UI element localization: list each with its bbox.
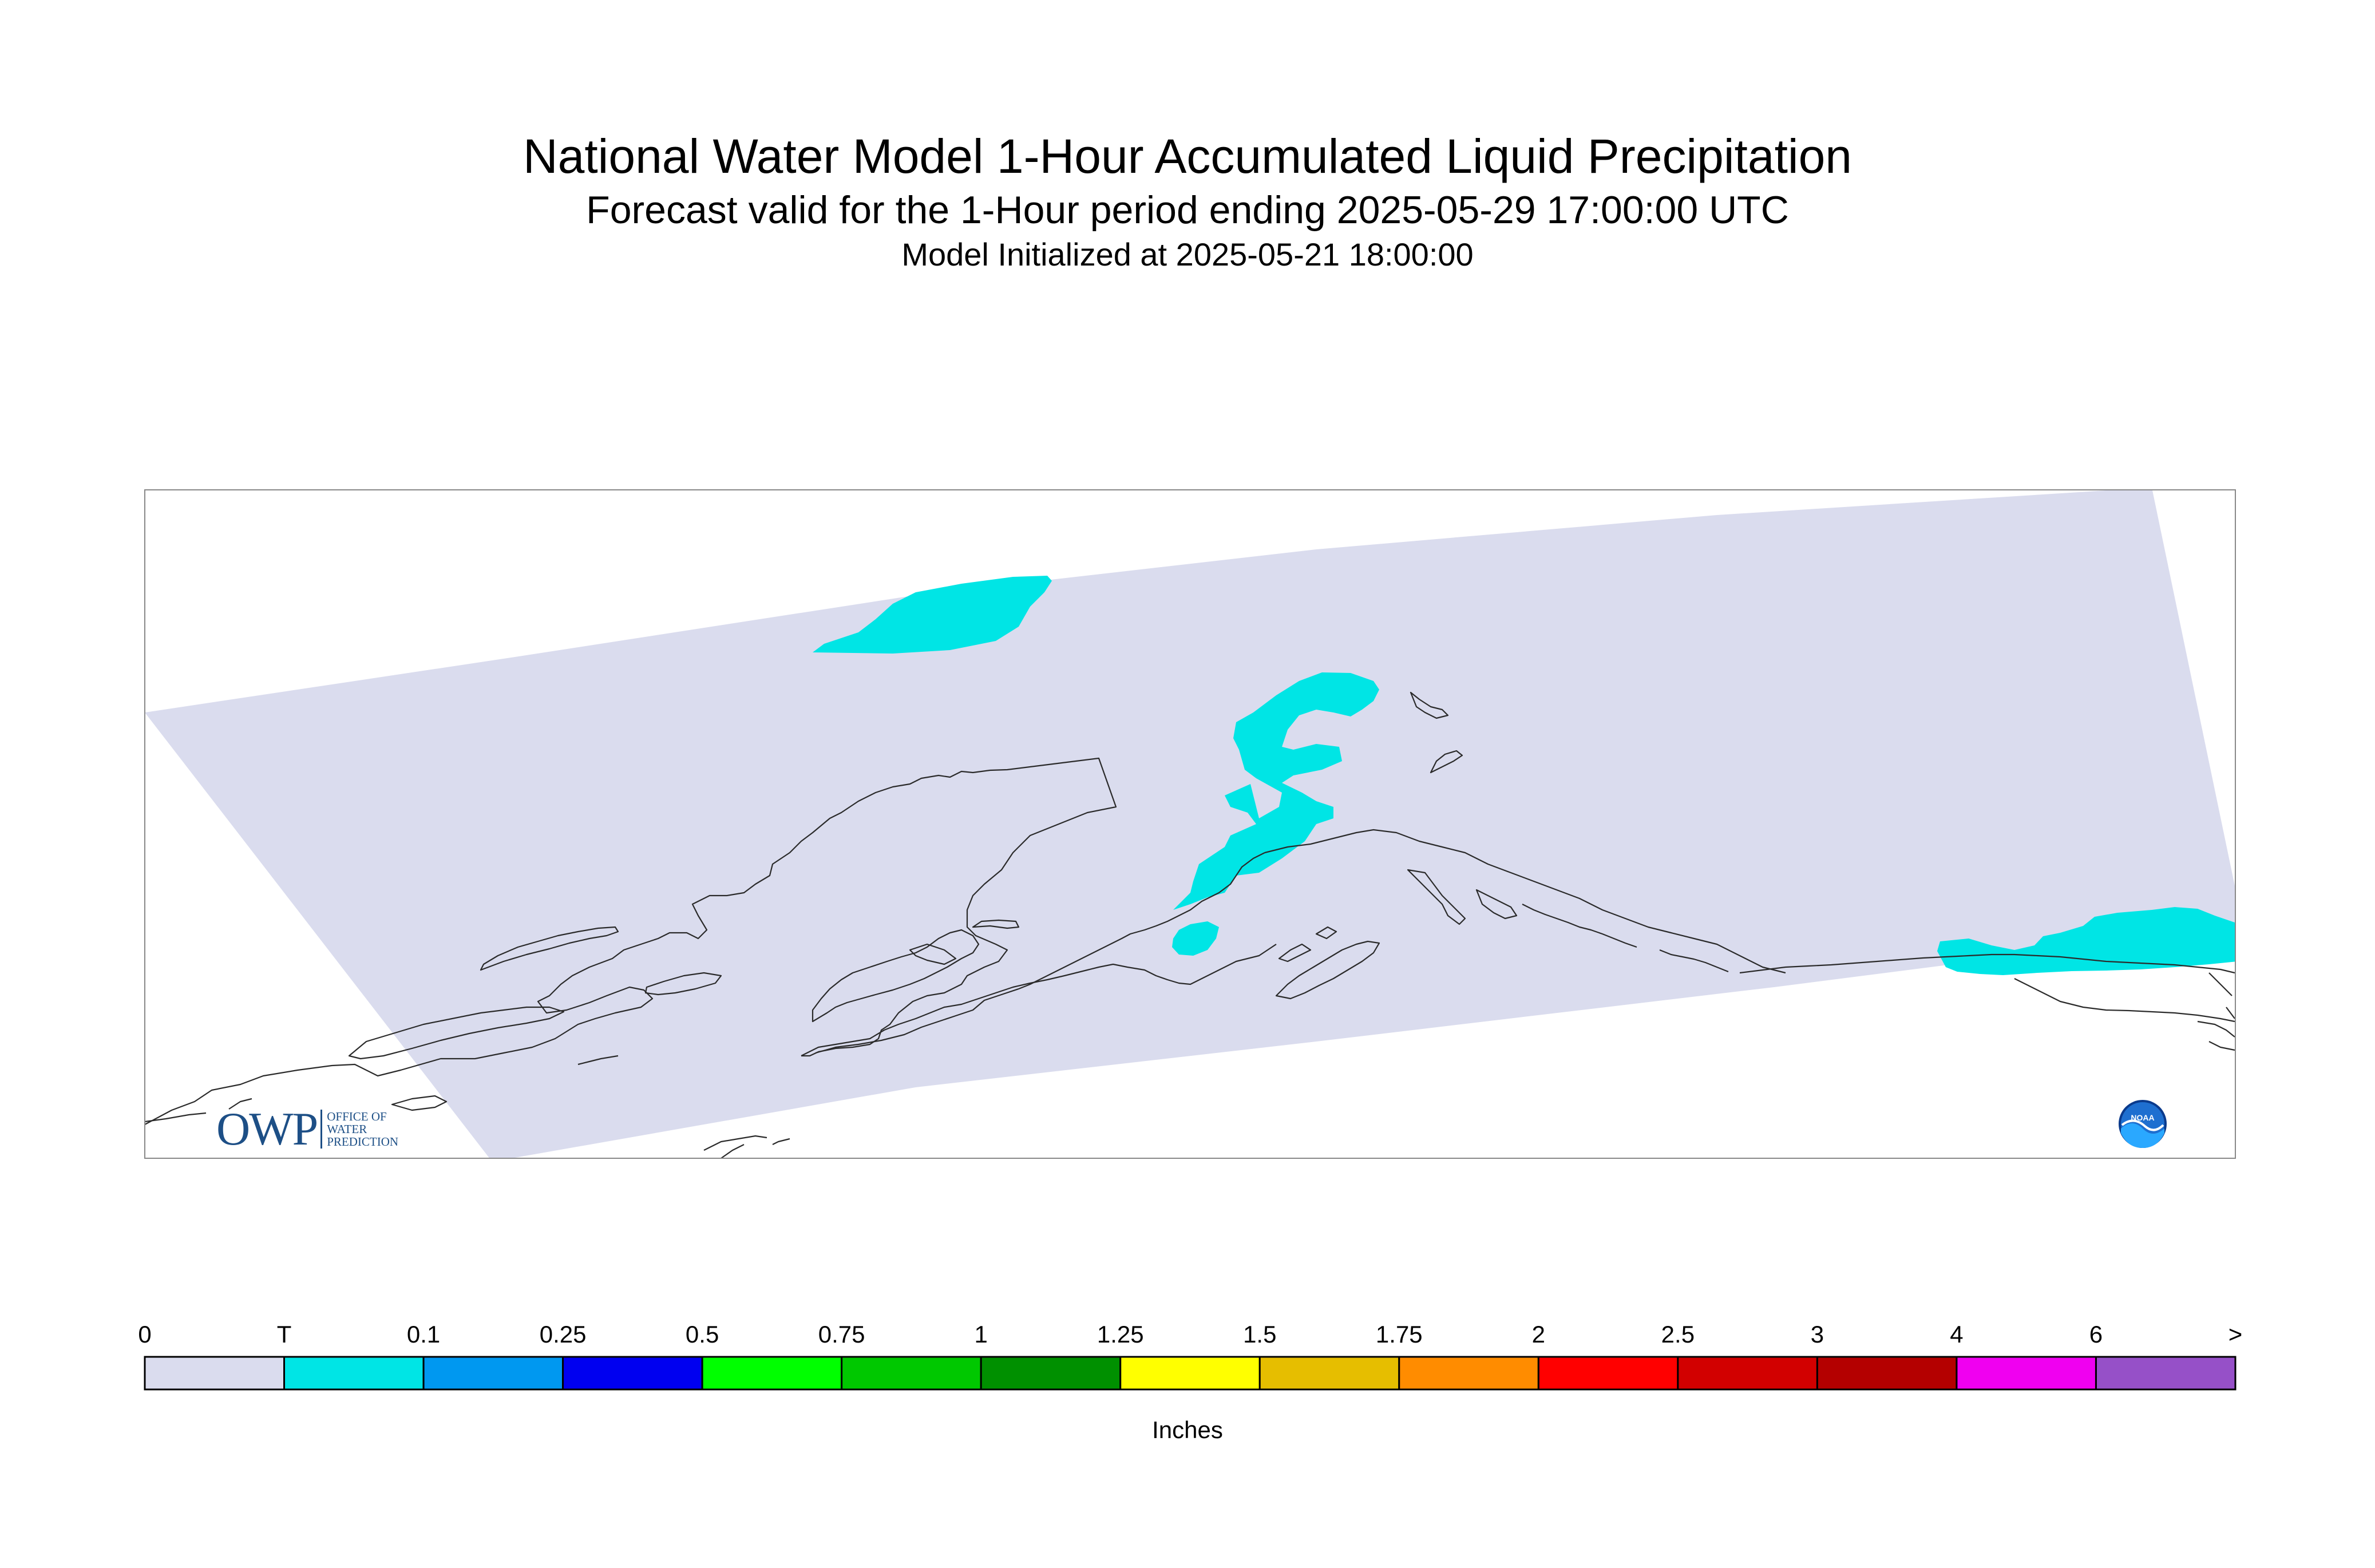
legend-swatch-3 xyxy=(562,1356,703,1391)
legend-swatch-13 xyxy=(1956,1356,2097,1391)
owp-logo-divider xyxy=(320,1110,323,1149)
legend-tick-label: 0 xyxy=(138,1321,152,1348)
legend-tick-label: 0.25 xyxy=(539,1321,587,1348)
kodiak-island-outline xyxy=(1275,940,1380,1000)
legend-tick-label: T xyxy=(276,1321,292,1348)
legend-tick-label: 2 xyxy=(1531,1321,1546,1348)
legend-swatch-14 xyxy=(2095,1356,2237,1391)
owp-logo-mark: OWP xyxy=(216,1103,318,1155)
mainland-coastline-central xyxy=(801,944,1277,1056)
cook-inlet-west-shore xyxy=(812,929,980,1023)
model-domain xyxy=(145,490,2235,1158)
legend-swatch-7 xyxy=(1119,1356,1261,1391)
precip-area-northern-arctic-cell xyxy=(813,576,1052,654)
legend-units-label: Inches xyxy=(1152,1416,1223,1443)
legend-colorbar-outline xyxy=(144,1356,2237,1391)
northern-lake-2 xyxy=(909,943,957,965)
mainland-coastline-west xyxy=(145,757,1117,1125)
panhandle-islands xyxy=(2197,1020,2235,1051)
forecast-valid-subtitle: Forecast valid for the 1-Hour period end… xyxy=(586,188,1789,232)
owp-logo-line-3: Prediction xyxy=(327,1135,399,1149)
southeast-inlets xyxy=(1522,904,1729,973)
legend-swatch-2 xyxy=(422,1356,564,1391)
legend-tick-label: 2.5 xyxy=(1661,1321,1695,1348)
legend-swatch-12 xyxy=(1816,1356,1958,1391)
owp-logo: OWP Office of Water Prediction xyxy=(216,1103,398,1155)
kodiak-small-isles xyxy=(1278,926,1337,963)
legend-swatch-8 xyxy=(1258,1356,1400,1391)
legend-tick-label: > xyxy=(2228,1321,2243,1348)
precip-area-southeast-coastal-band xyxy=(1937,907,2235,975)
kenai-coastline xyxy=(1264,829,1786,974)
aleutian-chain-east xyxy=(721,1138,790,1158)
legend-swatch-11 xyxy=(1677,1356,1818,1391)
aleutian-chain-west xyxy=(145,1055,767,1151)
legend-swatch-6 xyxy=(980,1356,1122,1391)
coastline-layer xyxy=(145,691,2235,1158)
iliamna-lake xyxy=(644,972,722,996)
noaa-logo-icon: NOAA xyxy=(2119,1100,2167,1148)
model-init-line: Model Initialized at 2025-05-21 18:00:00 xyxy=(901,236,1474,272)
precip-area-central-gulf-islet xyxy=(1172,921,1219,956)
legend-tick-label: 1.25 xyxy=(1097,1321,1144,1348)
pribilof-outline xyxy=(348,1006,565,1060)
legend-tick-label: 6 xyxy=(2089,1321,2103,1348)
legend-swatch-0 xyxy=(144,1356,286,1391)
legend-tick-label: 1.75 xyxy=(1375,1321,1423,1348)
bristol-bay-island xyxy=(480,926,619,971)
alaska-peninsula-outline xyxy=(815,852,1265,1054)
legend-swatch-9 xyxy=(1398,1356,1539,1391)
northern-lake-1 xyxy=(972,919,1020,929)
map-area xyxy=(145,490,2235,1158)
owp-logo-text: Office of Water Prediction xyxy=(327,1110,398,1148)
noaa-logo-text: NOAA xyxy=(2131,1113,2154,1122)
legend-swatch-4 xyxy=(701,1356,843,1391)
canada-coast-segment xyxy=(2208,972,2235,1019)
border-line xyxy=(2014,978,2235,1023)
legend-tick-label: 0.75 xyxy=(818,1321,865,1348)
legend-colorbar xyxy=(144,1356,2237,1391)
legend-swatch-10 xyxy=(1537,1356,1679,1391)
owp-logo-line-1: Office of xyxy=(327,1110,387,1123)
legend-tick-label: 1.5 xyxy=(1243,1321,1277,1348)
page-title: National Water Model 1-Hour Accumulated … xyxy=(522,129,1852,183)
legend-tick-label: 0.1 xyxy=(406,1321,441,1348)
legend-tick-label: 1 xyxy=(974,1321,988,1348)
legend-swatch-5 xyxy=(841,1356,982,1391)
map-frame xyxy=(144,489,2236,1159)
southeast-coastline xyxy=(1739,953,2235,974)
legend-swatch-1 xyxy=(283,1356,425,1391)
nunivak-outline xyxy=(391,1095,448,1111)
precip-area-central-gulf-cluster xyxy=(1173,672,1379,910)
precipitation-layer xyxy=(813,576,2235,975)
legend-tick-label: 4 xyxy=(1950,1321,1964,1348)
prince-william-sound xyxy=(1407,869,1518,925)
legend-tick-label: 3 xyxy=(1810,1321,1824,1348)
owp-logo-line-2: Water xyxy=(327,1122,367,1136)
arctic-islands xyxy=(1410,691,1463,774)
legend-tick-label: 0.5 xyxy=(685,1321,719,1348)
